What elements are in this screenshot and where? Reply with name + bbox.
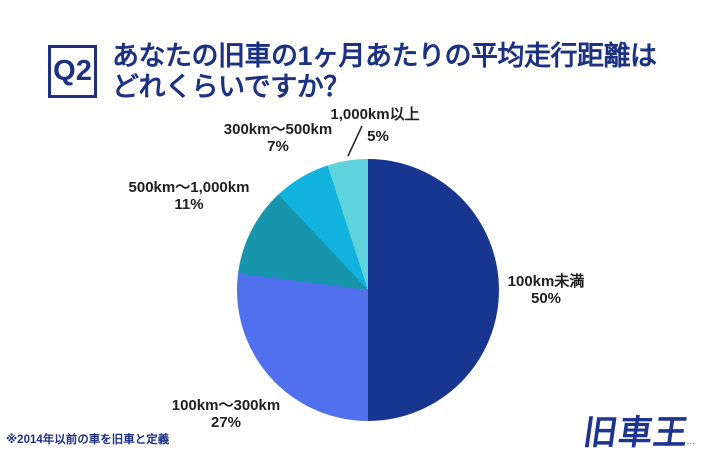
title-line-1: あなたの旧車の1ヶ月あたりの平均走行距離は	[112, 41, 657, 71]
slice-label-text: 1,000km以上	[330, 106, 420, 123]
kyushaou-logo: 旧車王...	[581, 405, 702, 454]
title-line-2: どれくらいですか？	[112, 72, 350, 102]
definition-footnote: ※2014年以前の車を旧車と定義	[6, 434, 170, 446]
logo-small-mark: ...	[686, 439, 697, 446]
slice-label-300-500km: 300km〜500km 7%	[198, 121, 358, 155]
slice-label-text: 100km〜300km	[171, 397, 281, 414]
slice-label-text: 100km未満	[507, 273, 585, 290]
page-title: あなたの旧車の1ヶ月あたりの平均走行距離は どれくらいですか？	[112, 41, 657, 103]
slice-label-pct: 11%	[174, 196, 204, 213]
slice-label-pct: 5%	[367, 128, 389, 145]
slice-label-100-300km: 100km〜300km 27%	[146, 397, 306, 431]
slice-label-pct: 7%	[267, 138, 289, 155]
slice-label-over-1000km: 1,000km以上	[305, 106, 445, 123]
slice-label-under-100km: 100km未満 50%	[498, 273, 594, 307]
slice-label-pct: 27%	[210, 414, 242, 431]
slice-label-500-1000km: 500km〜1,000km 11%	[104, 179, 274, 213]
slice-label-text: 500km〜1,000km	[128, 179, 250, 196]
slice-label-text: 300km〜500km	[223, 121, 333, 138]
slice-label-over-1000km-pct: 5%	[355, 128, 401, 145]
logo-text: 旧車王	[580, 414, 692, 452]
question-number-label: Q2	[53, 55, 92, 87]
slice-label-pct: 50%	[530, 290, 562, 307]
pie-chart	[237, 159, 499, 421]
question-number-badge: Q2	[48, 45, 97, 98]
